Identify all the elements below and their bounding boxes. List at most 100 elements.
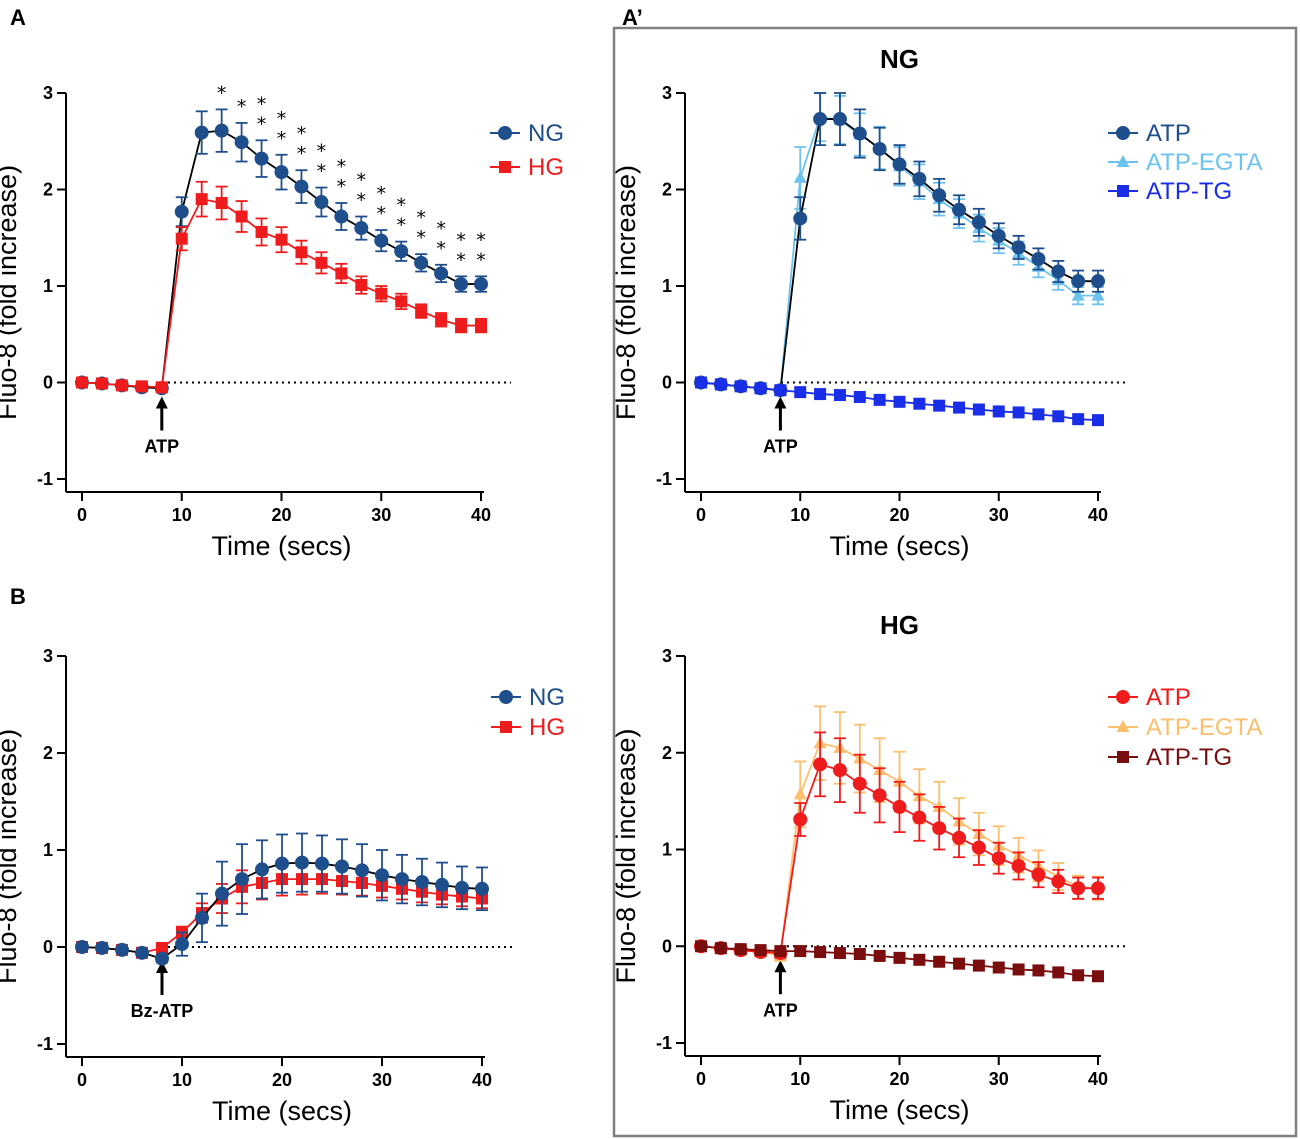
x-axis-title: Time (secs) xyxy=(830,531,970,561)
data-point xyxy=(913,953,926,966)
data-point xyxy=(774,384,787,397)
data-point xyxy=(115,942,129,957)
data-point xyxy=(315,856,329,871)
data-point xyxy=(912,810,927,825)
legend-marker xyxy=(498,126,512,140)
data-point xyxy=(932,799,946,812)
data-point xyxy=(175,232,188,245)
data-point xyxy=(235,210,248,223)
significance-star: * xyxy=(456,249,466,271)
data-point xyxy=(355,863,369,878)
data-point xyxy=(295,855,309,870)
y-axis-title: Fluo-8 (fold increase) xyxy=(0,165,22,420)
data-point xyxy=(734,380,747,393)
data-point xyxy=(774,945,787,958)
significance-star: * xyxy=(377,203,387,225)
y-tick-label: 1 xyxy=(43,840,53,860)
data-point xyxy=(375,287,388,300)
legend-marker xyxy=(500,721,512,733)
data-point xyxy=(475,881,489,896)
y-tick-label: 1 xyxy=(662,840,672,860)
x-tick-label: 40 xyxy=(1088,505,1108,525)
data-point xyxy=(852,776,867,791)
data-point xyxy=(1031,867,1046,882)
data-point xyxy=(754,382,767,395)
x-tick-label: 10 xyxy=(790,505,810,525)
y-tick-label: -1 xyxy=(37,469,53,489)
data-point xyxy=(793,812,808,827)
data-point xyxy=(932,821,947,836)
data-point xyxy=(872,788,887,803)
x-tick-label: 20 xyxy=(889,505,909,525)
data-point xyxy=(1071,274,1086,289)
data-point xyxy=(414,255,429,270)
panel-label-a: A xyxy=(10,5,26,30)
series-ATP xyxy=(694,92,1105,398)
legend-label: ATP xyxy=(1146,120,1191,147)
data-point xyxy=(1011,858,1026,873)
chart-title: HG xyxy=(880,610,919,640)
data-point xyxy=(234,135,249,150)
data-point xyxy=(972,959,985,972)
data-point xyxy=(852,126,867,141)
significance-star: * xyxy=(317,141,327,163)
legend-label: ATP-TG xyxy=(1146,178,1232,205)
data-point xyxy=(294,179,309,194)
data-point xyxy=(195,910,209,925)
significance-star: * xyxy=(257,93,267,115)
data-point xyxy=(1072,969,1085,982)
annotation-label: ATP xyxy=(144,437,179,457)
data-point xyxy=(1012,406,1025,419)
legend-marker xyxy=(1117,185,1129,197)
y-tick-label: 2 xyxy=(662,180,672,200)
data-point xyxy=(235,872,249,887)
x-tick-label: 10 xyxy=(172,505,192,525)
y-tick-label: 3 xyxy=(43,83,53,103)
annotation-arrow-head xyxy=(774,960,787,973)
data-point xyxy=(734,943,747,956)
data-point xyxy=(912,171,927,186)
data-point xyxy=(754,944,767,957)
x-tick-label: 40 xyxy=(471,505,491,525)
data-point xyxy=(893,951,906,964)
data-point xyxy=(972,403,985,416)
data-point xyxy=(375,868,389,883)
legend-marker xyxy=(1116,126,1130,140)
data-point xyxy=(893,774,906,787)
data-point xyxy=(1071,881,1086,896)
y-axis-title: Fluo-8 (fold increase) xyxy=(0,729,22,984)
data-point xyxy=(1032,408,1045,421)
panel-aprime-frame xyxy=(612,26,1298,1138)
x-tick-label: 10 xyxy=(790,1069,810,1089)
series-ATP-EGTA xyxy=(694,92,1105,396)
data-point xyxy=(1031,251,1046,266)
chart-title: NG xyxy=(880,44,919,74)
data-point xyxy=(95,940,109,955)
y-axis-title: Fluo-8 (fold increase) xyxy=(611,165,641,420)
data-point xyxy=(853,390,866,403)
data-point xyxy=(76,376,88,389)
x-tick-label: 20 xyxy=(272,1070,292,1090)
data-point xyxy=(395,295,408,308)
legend-label: HG xyxy=(529,714,565,741)
data-point xyxy=(913,397,926,410)
significance-star: * xyxy=(277,128,287,150)
data-point xyxy=(175,937,189,952)
series-HG xyxy=(76,180,487,394)
significance-star: * xyxy=(416,207,426,229)
data-point xyxy=(355,279,368,292)
x-tick-label: 10 xyxy=(172,1070,192,1090)
significance-star: * xyxy=(337,176,347,198)
panel-label-aprime: A’ xyxy=(622,5,643,30)
data-point xyxy=(695,940,707,953)
significance-star: * xyxy=(357,170,367,192)
x-tick-label: 0 xyxy=(696,1069,706,1089)
data-point xyxy=(415,875,429,890)
legend-label: ATP-TG xyxy=(1146,744,1232,771)
significance-star: * xyxy=(476,229,486,251)
data-point xyxy=(1052,966,1065,979)
x-tick-label: 30 xyxy=(372,1070,392,1090)
data-point xyxy=(374,233,389,248)
y-tick-label: 0 xyxy=(662,936,672,956)
